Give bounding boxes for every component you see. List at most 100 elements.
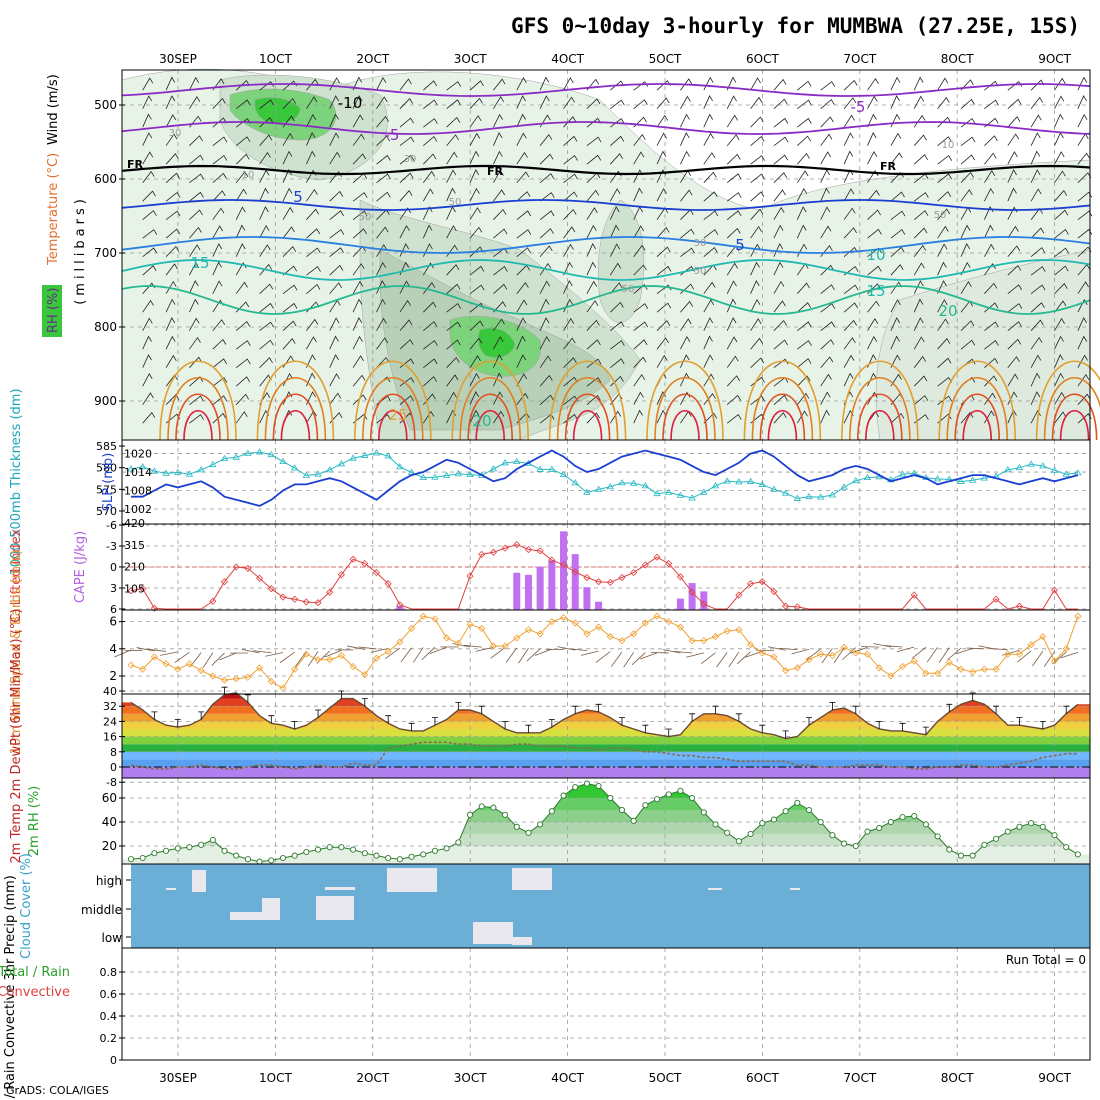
slp-tick-label: 1020 (124, 448, 152, 461)
wind-barb (563, 208, 577, 220)
warm-contour (962, 410, 992, 441)
thickness-marker (898, 470, 907, 477)
wind-label: Wind (m/s) (46, 74, 61, 145)
wind-barb (1077, 354, 1088, 368)
lifted-index-marker (220, 578, 229, 586)
wind-barb (446, 321, 462, 332)
wind-barb (212, 190, 226, 202)
cloud-cover-cells (166, 868, 800, 945)
wind-barb (726, 114, 739, 128)
wind-barb (329, 317, 340, 331)
wind-barb (469, 80, 484, 91)
wind-barb (259, 99, 274, 110)
wind-barb (586, 280, 598, 294)
wind-barb (352, 317, 363, 331)
wind-barb (1077, 373, 1090, 387)
date-label-top: 8OCT (941, 52, 974, 66)
wind-barb (820, 373, 832, 387)
lifted-index-marker (992, 595, 1000, 603)
rh-swatch (42, 285, 62, 337)
wind-barb (493, 266, 508, 276)
wind-barb (189, 76, 200, 91)
cape-bars (396, 531, 708, 610)
warm-contour (256, 360, 335, 441)
wind-barb (259, 134, 273, 146)
tick-label: 0 (110, 561, 117, 574)
wind-barb (750, 298, 761, 313)
wind-barb (493, 354, 503, 368)
wind-barb (212, 155, 228, 165)
wind-barb (446, 81, 462, 91)
wind-speed-marker (384, 647, 392, 656)
wind-barb (1030, 302, 1045, 313)
wind-barb (329, 171, 342, 183)
rh-2m-marker (630, 817, 637, 824)
wind-barb (937, 155, 953, 165)
wind-barb (703, 113, 714, 128)
cape-bar (536, 566, 544, 610)
rh-2m-marker (186, 844, 193, 851)
surface-wind-barb (955, 648, 973, 655)
wind-barb (422, 224, 433, 239)
wind-barb (913, 280, 924, 294)
wind-barb (633, 244, 646, 257)
wind-barb (703, 246, 718, 258)
surface-wind-barb (279, 651, 295, 663)
wind-barb (773, 280, 785, 294)
wind-barb (820, 225, 832, 239)
wind-barb (913, 375, 928, 387)
wind-speed-marker (676, 623, 684, 631)
surface-wind-barb (623, 652, 635, 668)
wind-barb (586, 224, 597, 239)
wind-barb (422, 170, 436, 183)
wind-barb (820, 303, 836, 313)
lifted-index-label: Lifted Index (9, 528, 24, 605)
wind-barb (937, 280, 947, 294)
wind-speed-marker (524, 626, 533, 634)
thickness-marker (209, 460, 217, 468)
rh-2m-marker (1074, 851, 1081, 858)
thickness-marker (548, 465, 556, 472)
wind-barb (1054, 113, 1064, 128)
wind-barb (867, 113, 877, 128)
lifted-index-marker (232, 563, 240, 571)
thickness-marker (1039, 462, 1047, 469)
thickness-marker (957, 477, 965, 484)
surface-wind-barb (791, 648, 810, 655)
isotherm-labels: -10 -5 -5 FR FR FR 5 5 15 10 15 20 25 20 30 50 30 50 50 30 1… (127, 94, 958, 430)
temperature-band (122, 698, 1090, 707)
wind-barb (609, 188, 621, 202)
wind-barb (329, 282, 343, 294)
surface-wind-barb (505, 647, 518, 663)
surface-wind-barb (728, 651, 740, 668)
wind-barb (843, 302, 859, 313)
date-label-bottom: 2OCT (356, 1071, 389, 1085)
rh-2m-marker (385, 854, 392, 862)
wind-barb (633, 373, 646, 387)
wind-barb (282, 302, 298, 313)
wind-speed-marker (1004, 650, 1012, 658)
wind-barb (423, 80, 438, 91)
temperature-band (122, 706, 1090, 714)
wind-barb (539, 76, 550, 91)
wind-barb (820, 391, 831, 405)
surface-wind-barb (370, 648, 389, 653)
wind-barb (376, 317, 387, 331)
wind-barb (960, 154, 975, 165)
wind-barb (493, 169, 504, 183)
surface-wind-barb (833, 647, 845, 664)
tick-label: 40 (102, 815, 117, 829)
thickness-marker (326, 466, 334, 473)
wind-barb (773, 243, 784, 257)
temperature-lines (130, 686, 1079, 770)
wind-barb (563, 77, 574, 91)
wind-barb (563, 243, 574, 257)
wind-barb (656, 320, 671, 331)
rh-2m-marker (700, 809, 707, 816)
isotherm-label: -10 (338, 94, 363, 112)
wind-barb (586, 412, 600, 424)
wind-barb (843, 227, 857, 239)
thickness-marker (1074, 469, 1082, 476)
lifted-index-line (127, 541, 1078, 612)
pressure-axis-label: (millibars) (73, 195, 88, 305)
